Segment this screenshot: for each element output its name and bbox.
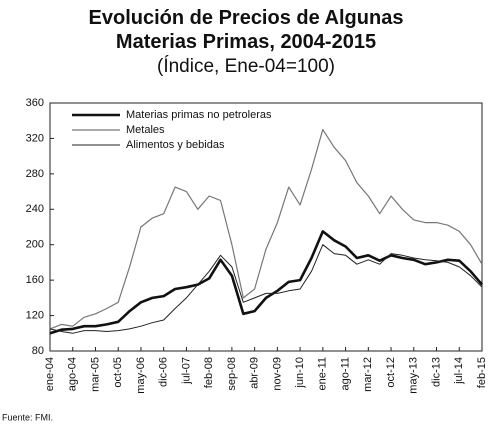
x-tick-label: ago-04: [67, 357, 79, 391]
series-line: [49, 230, 483, 335]
x-tick-label: ene-11: [317, 357, 329, 390]
x-tick-label: ene-04: [44, 357, 56, 391]
x-tick-label: jul-14: [453, 357, 465, 385]
y-tick-label: 280: [26, 168, 44, 180]
y-tick-label: 240: [26, 203, 44, 215]
y-tick-label: 320: [26, 132, 44, 144]
legend-label: Alimentos y bebidas: [126, 139, 225, 151]
y-tick-label: 360: [26, 97, 44, 109]
y-tick-label: 80: [32, 345, 44, 357]
x-tick-label: dic-13: [430, 357, 442, 387]
plot-frame: [49, 102, 483, 352]
series-line: [49, 244, 483, 334]
header: Evolución de Precios de Algunas Materias…: [0, 6, 492, 78]
x-tick-label: feb-15: [476, 357, 488, 388]
y-tick-label: 200: [26, 239, 44, 251]
x-tick-label: jun-10: [294, 357, 306, 389]
x-tick-label: oct-05: [112, 357, 124, 388]
legend-label: Metales: [126, 124, 165, 136]
x-tick-label: ago-11: [339, 357, 351, 390]
x-tick-label: may-06: [135, 357, 147, 394]
y-tick-label: 160: [26, 274, 44, 286]
x-tick-label: oct-12: [385, 357, 397, 388]
x-tick-label: may-13: [408, 357, 420, 394]
source: Fuente: FMI.: [2, 412, 53, 422]
x-tick-label: mar-05: [89, 357, 101, 392]
x-tick-label: dic-06: [158, 357, 170, 387]
legend-label: Materias primas no petroleras: [126, 109, 272, 121]
x-tick-label: feb-08: [203, 357, 215, 388]
x-tick-label: abr-09: [249, 357, 261, 389]
series-line: [49, 129, 483, 330]
x-tick-label: mar-12: [362, 357, 374, 392]
x-tick-label: nov-09: [271, 357, 283, 391]
x-tick-label: sep-08: [226, 357, 238, 391]
x-tick-label: jul-07: [180, 357, 192, 385]
y-tick-label: 120: [26, 309, 44, 321]
chart-title: Evolución de Precios de Algunas Materias…: [88, 7, 404, 53]
chart-subtitle: (Índice, Ene-04=100): [157, 56, 335, 77]
